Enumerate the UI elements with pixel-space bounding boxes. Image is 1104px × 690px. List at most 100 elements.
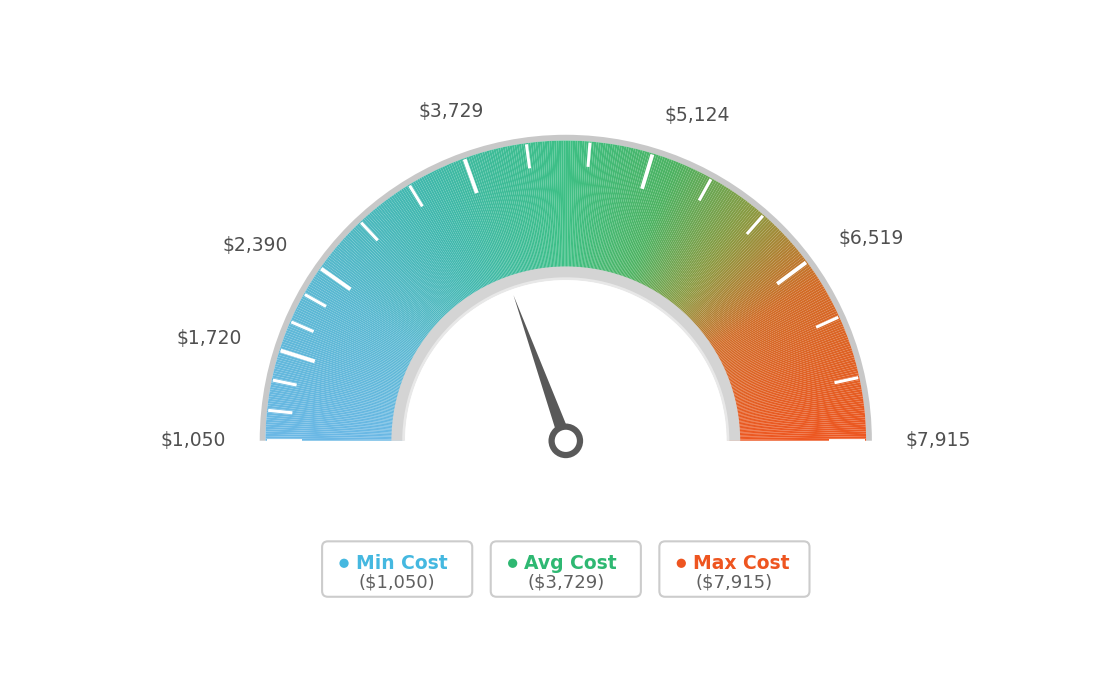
Wedge shape	[654, 188, 731, 306]
Wedge shape	[266, 426, 404, 435]
Wedge shape	[728, 436, 867, 440]
FancyBboxPatch shape	[490, 542, 641, 597]
Wedge shape	[427, 173, 492, 297]
Wedge shape	[448, 164, 503, 292]
Wedge shape	[287, 326, 416, 380]
Wedge shape	[630, 165, 687, 293]
Wedge shape	[648, 182, 721, 302]
Wedge shape	[355, 225, 454, 326]
Wedge shape	[443, 166, 500, 293]
Wedge shape	[491, 150, 527, 284]
Wedge shape	[363, 217, 458, 322]
Wedge shape	[528, 143, 546, 280]
Wedge shape	[696, 261, 807, 345]
Wedge shape	[432, 171, 495, 296]
Wedge shape	[659, 195, 741, 309]
Wedge shape	[279, 348, 412, 392]
Wedge shape	[540, 141, 553, 279]
Wedge shape	[374, 208, 464, 316]
Wedge shape	[690, 249, 798, 339]
Wedge shape	[274, 371, 408, 404]
Wedge shape	[569, 141, 573, 279]
Wedge shape	[267, 413, 405, 427]
Wedge shape	[668, 208, 757, 316]
Wedge shape	[301, 296, 424, 364]
Wedge shape	[267, 403, 405, 422]
Wedge shape	[692, 253, 802, 341]
Wedge shape	[597, 146, 627, 282]
Wedge shape	[333, 249, 442, 339]
Wedge shape	[719, 342, 850, 388]
Wedge shape	[693, 255, 803, 342]
Wedge shape	[567, 141, 571, 279]
Wedge shape	[698, 268, 813, 349]
Wedge shape	[500, 147, 532, 283]
Wedge shape	[681, 230, 782, 328]
Wedge shape	[646, 180, 716, 301]
Wedge shape	[728, 434, 866, 438]
Wedge shape	[676, 220, 772, 323]
Wedge shape	[728, 431, 866, 437]
Wedge shape	[421, 177, 489, 299]
Wedge shape	[268, 401, 405, 421]
Wedge shape	[590, 144, 613, 281]
Wedge shape	[290, 319, 418, 377]
Wedge shape	[325, 261, 436, 345]
Wedge shape	[556, 141, 562, 279]
Wedge shape	[599, 147, 631, 283]
Wedge shape	[321, 264, 435, 347]
Wedge shape	[618, 157, 666, 288]
Wedge shape	[721, 359, 856, 398]
Wedge shape	[429, 172, 493, 297]
Wedge shape	[640, 175, 707, 298]
Wedge shape	[719, 344, 851, 390]
Wedge shape	[266, 422, 404, 432]
Wedge shape	[552, 141, 560, 279]
Wedge shape	[725, 391, 862, 415]
Wedge shape	[559, 141, 563, 279]
Wedge shape	[533, 142, 550, 280]
Wedge shape	[636, 170, 698, 295]
Wedge shape	[480, 152, 521, 286]
Wedge shape	[296, 306, 421, 370]
Wedge shape	[712, 313, 839, 373]
Wedge shape	[726, 413, 864, 427]
Wedge shape	[302, 294, 425, 363]
Wedge shape	[498, 148, 531, 284]
Wedge shape	[638, 172, 702, 297]
Wedge shape	[526, 143, 545, 281]
Wedge shape	[612, 153, 654, 286]
Wedge shape	[284, 335, 414, 385]
Wedge shape	[716, 333, 847, 384]
Wedge shape	[611, 152, 651, 286]
Wedge shape	[619, 157, 668, 288]
Wedge shape	[415, 180, 486, 301]
Wedge shape	[687, 241, 792, 334]
Wedge shape	[699, 270, 814, 350]
Wedge shape	[519, 144, 542, 281]
Circle shape	[677, 559, 686, 568]
Wedge shape	[453, 161, 507, 291]
Wedge shape	[656, 191, 734, 307]
Wedge shape	[725, 394, 862, 417]
Wedge shape	[701, 276, 818, 353]
Wedge shape	[728, 429, 866, 436]
Wedge shape	[402, 277, 730, 441]
Wedge shape	[616, 155, 661, 288]
Wedge shape	[608, 151, 647, 285]
Wedge shape	[276, 359, 411, 398]
Wedge shape	[643, 177, 711, 299]
Wedge shape	[601, 148, 634, 284]
FancyBboxPatch shape	[322, 542, 473, 597]
Wedge shape	[378, 205, 466, 315]
Wedge shape	[684, 237, 788, 332]
Wedge shape	[311, 280, 429, 355]
Wedge shape	[338, 244, 444, 336]
Wedge shape	[664, 202, 750, 313]
Wedge shape	[728, 422, 866, 432]
Wedge shape	[275, 366, 410, 402]
Wedge shape	[708, 298, 831, 365]
Wedge shape	[716, 331, 846, 382]
Wedge shape	[677, 222, 773, 324]
Wedge shape	[585, 143, 604, 280]
